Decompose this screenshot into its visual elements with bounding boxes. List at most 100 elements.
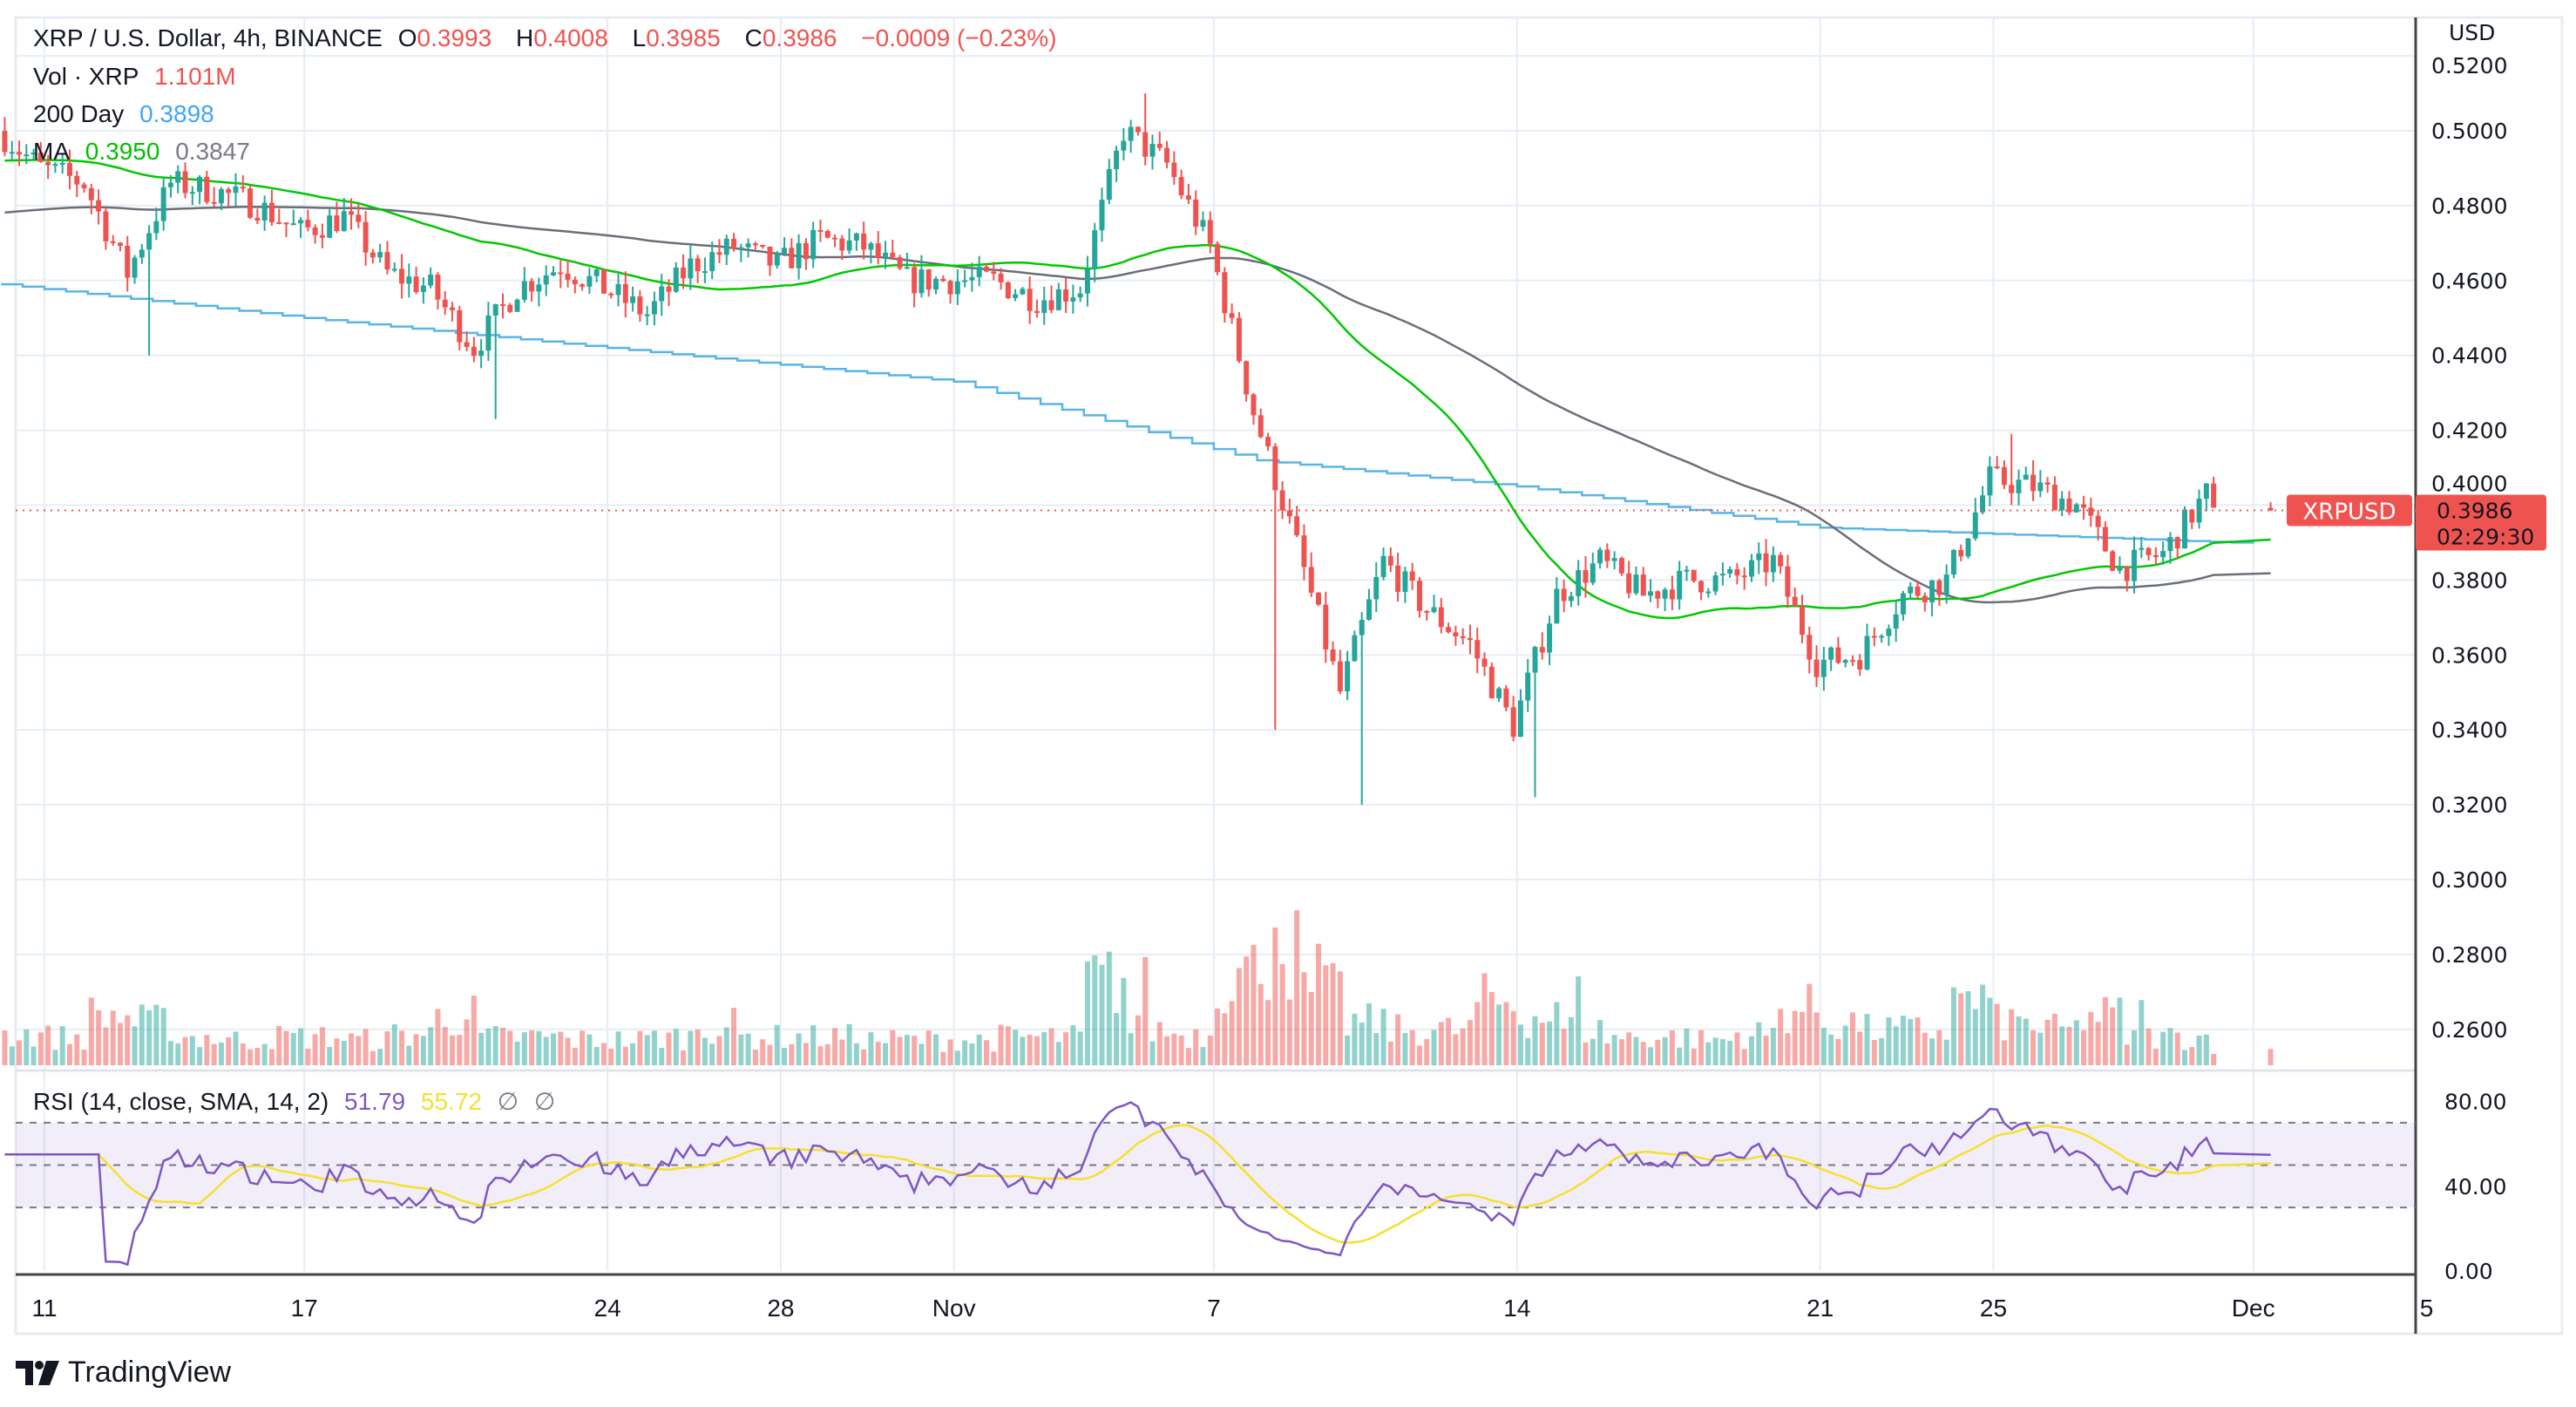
volume-bar bbox=[117, 1023, 123, 1065]
candle-body bbox=[31, 152, 37, 155]
candle bbox=[637, 290, 643, 323]
candle-body bbox=[1770, 554, 1776, 573]
candle bbox=[688, 244, 694, 290]
candle-body bbox=[175, 171, 181, 183]
candle bbox=[327, 207, 333, 239]
volume-bar bbox=[767, 1044, 773, 1065]
ma-legend[interactable]: MA 0.3950 0.3847 bbox=[33, 138, 259, 166]
candle-body bbox=[1431, 607, 1437, 613]
volume-bar bbox=[52, 1050, 58, 1065]
candle-body bbox=[1633, 574, 1639, 594]
candle bbox=[1842, 658, 1848, 668]
candle-body bbox=[1099, 200, 1105, 231]
candle bbox=[1727, 566, 1733, 578]
candle-body bbox=[2081, 504, 2087, 508]
volume-bar bbox=[1352, 1013, 1358, 1065]
candle bbox=[464, 331, 470, 351]
volume-bar bbox=[110, 1010, 116, 1065]
candle-body bbox=[507, 304, 513, 312]
candle-body bbox=[1156, 144, 1163, 148]
candle-body bbox=[1908, 586, 1914, 594]
candle-body bbox=[702, 271, 708, 274]
candle-body bbox=[947, 281, 953, 295]
price-tick-label: 0.3800 bbox=[2431, 568, 2507, 593]
volume-bar bbox=[925, 1030, 932, 1065]
rsi-legend[interactable]: RSI (14, close, SMA, 14, 2) 51.79 55.72 … bbox=[33, 1087, 564, 1116]
candle bbox=[268, 189, 275, 226]
volume-bar bbox=[1741, 1049, 1747, 1065]
volume-bar bbox=[593, 1046, 600, 1065]
volume-bar bbox=[2124, 1044, 2130, 1065]
candle bbox=[1244, 360, 1250, 402]
candle-body bbox=[2211, 483, 2217, 508]
candle-body bbox=[450, 307, 456, 310]
tradingview-logo[interactable]: TradingView bbox=[16, 1356, 231, 1390]
candle-body bbox=[580, 284, 586, 287]
candle bbox=[1583, 555, 1589, 598]
candle-body bbox=[1352, 635, 1358, 662]
candle bbox=[1055, 282, 1061, 311]
volume-bar bbox=[1431, 1030, 1437, 1065]
ma-slow-value: 0.3847 bbox=[175, 138, 250, 165]
candle bbox=[492, 303, 498, 419]
candle-body bbox=[1705, 591, 1712, 594]
volume-bar bbox=[846, 1023, 852, 1065]
candle bbox=[1481, 652, 1488, 676]
candle-body bbox=[2009, 485, 2015, 493]
volume-bar bbox=[2139, 1000, 2145, 1065]
candle-body bbox=[391, 268, 397, 271]
candle-body bbox=[1532, 647, 1538, 673]
volume-bar bbox=[226, 1037, 232, 1065]
volume-bar bbox=[1128, 1033, 1134, 1065]
candle bbox=[919, 255, 925, 298]
volume-bar bbox=[1525, 1037, 1531, 1065]
candle bbox=[442, 291, 448, 316]
volume-bar bbox=[1222, 1013, 1228, 1065]
candle bbox=[197, 174, 203, 205]
candle bbox=[608, 292, 614, 299]
candle bbox=[1691, 569, 1697, 583]
volume-bar bbox=[1886, 1017, 1892, 1065]
candle bbox=[1525, 658, 1531, 712]
volume-bar bbox=[290, 1032, 296, 1065]
volume-bar bbox=[369, 1050, 376, 1065]
candle bbox=[580, 282, 586, 291]
candle bbox=[2095, 509, 2101, 541]
candle bbox=[1099, 187, 1105, 242]
volume-bar bbox=[558, 1031, 564, 1065]
volume-bar bbox=[824, 1043, 830, 1065]
candle bbox=[745, 238, 751, 258]
candle bbox=[2051, 476, 2057, 511]
candle-body bbox=[1749, 560, 1755, 577]
volume-bar bbox=[2073, 1020, 2079, 1065]
volume-legend[interactable]: Vol · XRP 1.101M bbox=[33, 63, 245, 91]
volume-bar bbox=[2037, 1032, 2044, 1065]
candle-body bbox=[912, 267, 918, 294]
candle bbox=[1604, 543, 1610, 568]
candle-body bbox=[752, 243, 758, 246]
candle bbox=[998, 268, 1004, 290]
candle-body bbox=[796, 242, 802, 268]
candle bbox=[1972, 498, 1978, 541]
candle-body bbox=[1568, 595, 1574, 602]
candle-body bbox=[651, 301, 657, 315]
rsi-tick-label: 40.00 bbox=[2444, 1174, 2507, 1200]
volume-bar bbox=[1446, 1017, 1452, 1065]
volume-bar bbox=[796, 1033, 802, 1065]
candle bbox=[2023, 466, 2029, 480]
volume-bar bbox=[1013, 1030, 1019, 1065]
volume-bar bbox=[1402, 1032, 1408, 1065]
volume-bar bbox=[681, 1050, 687, 1065]
rsi-tick-label: 0.00 bbox=[2444, 1259, 2493, 1284]
ohlc-close: C0.3986 bbox=[745, 24, 846, 51]
candle bbox=[1547, 615, 1553, 665]
volume-bar bbox=[817, 1046, 824, 1065]
ma200-legend[interactable]: 200 Day 0.3898 bbox=[33, 100, 223, 128]
volume-bar bbox=[499, 1027, 505, 1065]
candle bbox=[1633, 566, 1639, 595]
volume-bar bbox=[167, 1041, 173, 1065]
candle-body bbox=[1604, 549, 1610, 561]
countdown-label: 02:29:30 bbox=[2437, 525, 2534, 550]
candle-body bbox=[962, 280, 968, 282]
